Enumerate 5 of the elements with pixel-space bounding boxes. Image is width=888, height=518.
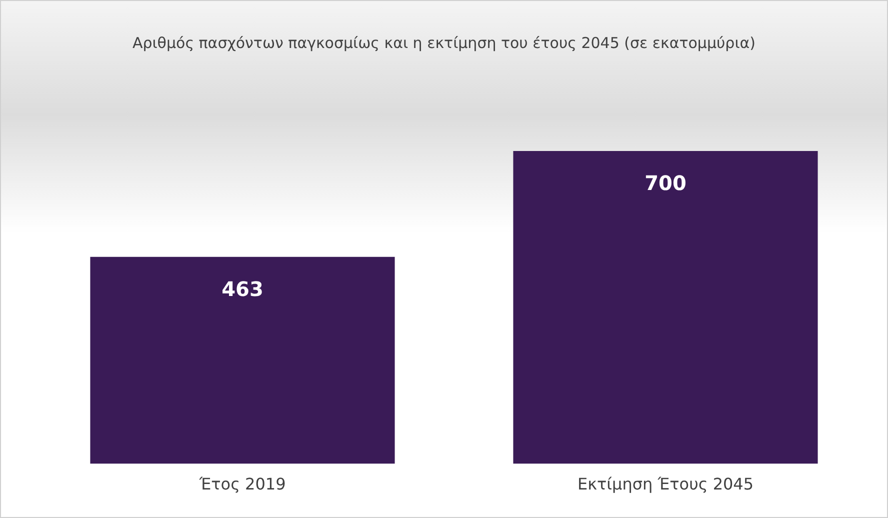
data-label: 463 [222, 277, 264, 302]
x-tick-label: Έτος 2019 [198, 474, 286, 494]
chart-title: Αριθμός πασχόντων παγκοσμίως και η εκτίμηση του έτους 2045 (σε εκατομμύρια) [131, 33, 757, 53]
data-label: 700 [644, 171, 686, 196]
x-tick-label: Εκτίμηση Έτους 2045 [577, 474, 754, 494]
